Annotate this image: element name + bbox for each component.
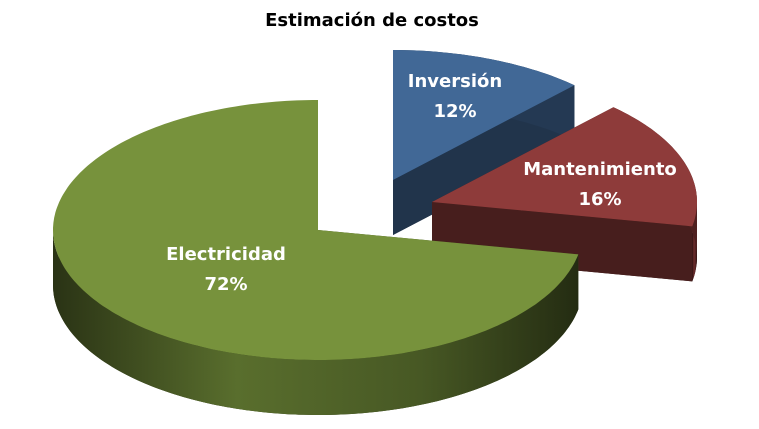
slice-label: Electricidad (166, 244, 286, 265)
slice (53, 100, 579, 360)
slice (432, 107, 697, 227)
slice-label: Mantenimiento (523, 159, 677, 180)
slice-wall (53, 230, 579, 415)
slice-group: Electricidad 72% (53, 100, 579, 415)
slice-label: Inversión (408, 71, 502, 92)
chart-title: Estimación de costos (265, 10, 479, 31)
slice-value-label: 16% (578, 189, 621, 210)
slice-group: Mantenimiento 16% (432, 107, 697, 282)
slice-value-label: 72% (204, 274, 247, 295)
slice (393, 50, 575, 180)
slice-value-label: 12% (433, 101, 476, 122)
